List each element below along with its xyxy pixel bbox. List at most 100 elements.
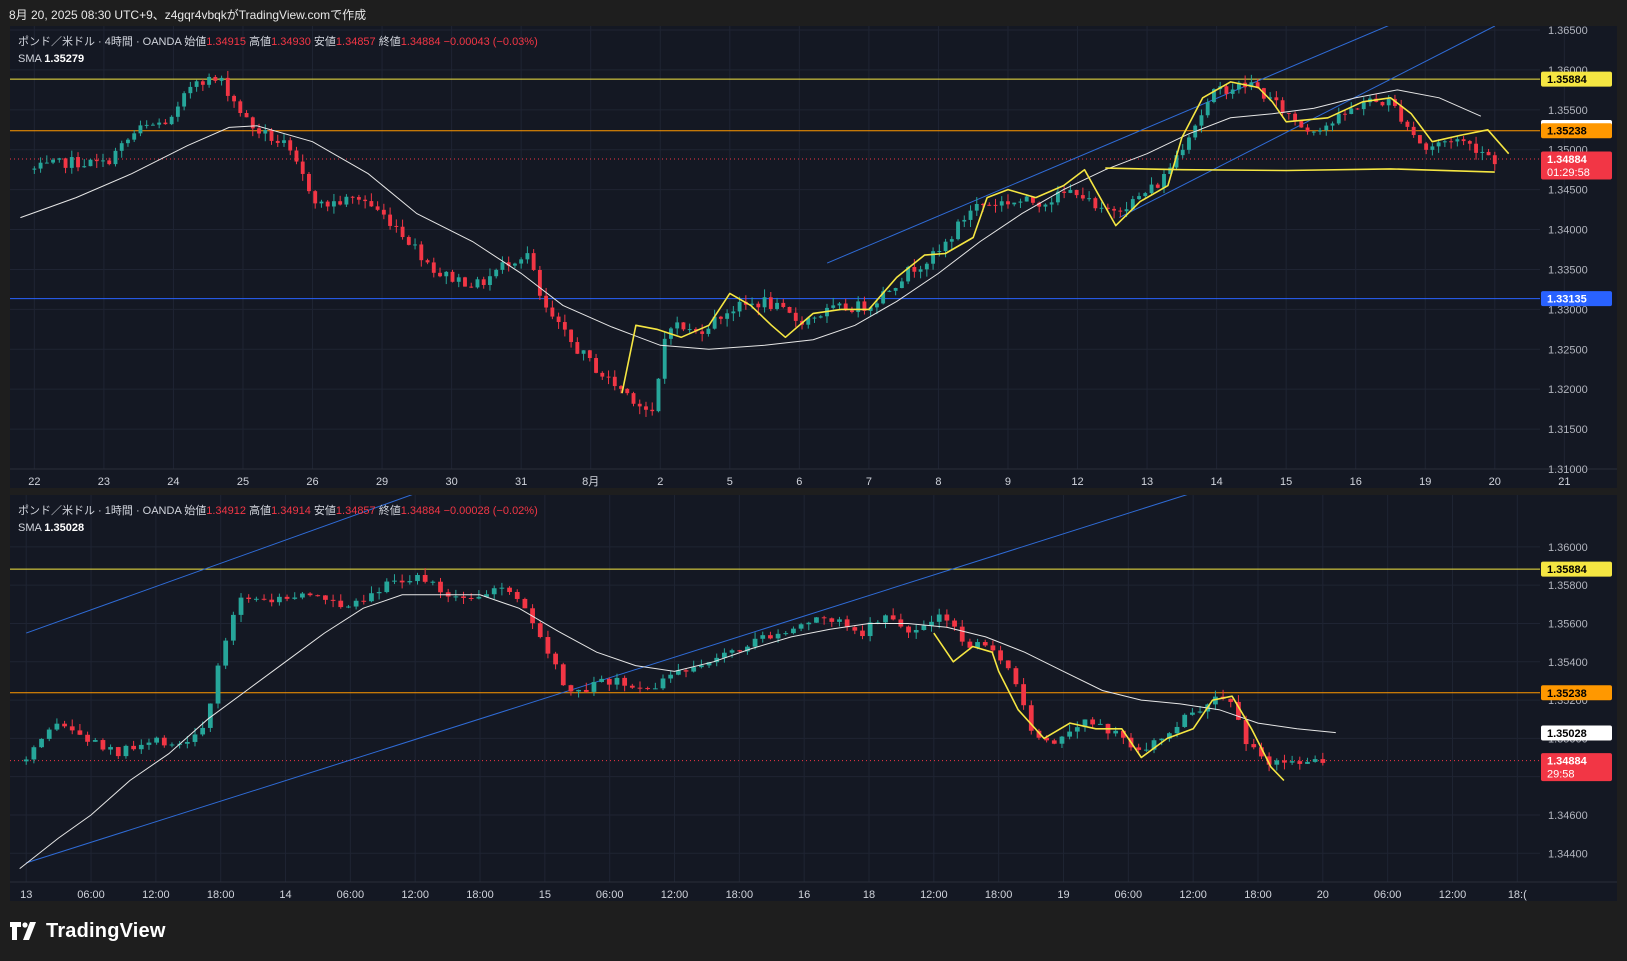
candle-body[interactable] bbox=[812, 317, 817, 319]
candle-body[interactable] bbox=[600, 372, 605, 377]
candle-body[interactable] bbox=[275, 140, 280, 143]
candle-body[interactable] bbox=[850, 310, 854, 313]
candle-body[interactable] bbox=[85, 734, 90, 742]
candle-body[interactable] bbox=[1151, 740, 1157, 750]
candle-body[interactable] bbox=[675, 670, 681, 675]
candle-body[interactable] bbox=[637, 687, 643, 689]
candle-body[interactable] bbox=[406, 237, 411, 245]
candle-body[interactable] bbox=[631, 393, 636, 404]
candle-body[interactable] bbox=[1259, 747, 1264, 757]
candle-body[interactable] bbox=[1297, 761, 1303, 764]
candle-body[interactable] bbox=[1143, 193, 1148, 197]
candle-body[interactable] bbox=[1021, 684, 1026, 706]
candle-body[interactable] bbox=[62, 723, 67, 727]
candle-body[interactable] bbox=[650, 409, 655, 412]
candle-body[interactable] bbox=[929, 621, 934, 626]
candle-body[interactable] bbox=[952, 620, 957, 627]
candle-body[interactable] bbox=[450, 271, 455, 282]
candle-body[interactable] bbox=[1074, 727, 1080, 732]
candle-body[interactable] bbox=[544, 295, 549, 308]
candle-body[interactable] bbox=[361, 600, 367, 602]
candle-body[interactable] bbox=[818, 316, 823, 318]
candle-body[interactable] bbox=[1268, 97, 1273, 99]
candle-body[interactable] bbox=[1051, 740, 1057, 744]
candle-body[interactable] bbox=[422, 575, 428, 582]
candle-body[interactable] bbox=[381, 209, 386, 215]
price-label-box[interactable] bbox=[1541, 561, 1612, 577]
candle-body[interactable] bbox=[1249, 82, 1254, 88]
price-label-box[interactable] bbox=[1541, 151, 1612, 180]
candle-body[interactable] bbox=[138, 744, 144, 750]
candle-body[interactable] bbox=[1386, 98, 1391, 106]
candle-body[interactable] bbox=[1251, 744, 1257, 748]
candle-body[interactable] bbox=[1067, 731, 1073, 737]
candle-body[interactable] bbox=[560, 664, 566, 686]
candle-body[interactable] bbox=[1006, 201, 1010, 205]
sma-line[interactable] bbox=[20, 89, 1482, 350]
candle-body[interactable] bbox=[1474, 143, 1479, 153]
candle-body[interactable] bbox=[1380, 101, 1385, 106]
candle-body[interactable] bbox=[469, 286, 474, 288]
tradingview-logo[interactable]: TradingView bbox=[10, 918, 166, 944]
candle-body[interactable] bbox=[990, 645, 996, 651]
candle-body[interactable] bbox=[868, 307, 873, 311]
trend-channel-line[interactable] bbox=[1119, 26, 1496, 219]
candle-body[interactable] bbox=[687, 329, 692, 331]
candle-body[interactable] bbox=[1159, 738, 1165, 741]
candle-body[interactable] bbox=[893, 288, 898, 291]
candle-body[interactable] bbox=[1197, 711, 1203, 713]
candle-body[interactable] bbox=[662, 338, 667, 379]
candle-body[interactable] bbox=[944, 614, 950, 621]
candle-body[interactable] bbox=[1305, 127, 1310, 132]
candle-body[interactable] bbox=[163, 122, 168, 125]
candle-body[interactable] bbox=[1137, 196, 1141, 200]
candle-body[interactable] bbox=[731, 311, 736, 314]
candle-body[interactable] bbox=[887, 290, 892, 292]
candle-body[interactable] bbox=[123, 745, 129, 757]
candle-body[interactable] bbox=[92, 740, 98, 742]
candle-body[interactable] bbox=[660, 678, 666, 689]
candle-body[interactable] bbox=[219, 77, 224, 81]
candle-body[interactable] bbox=[108, 747, 113, 750]
candle-body[interactable] bbox=[38, 162, 43, 169]
candle-body[interactable] bbox=[1289, 761, 1295, 763]
candle-body[interactable] bbox=[207, 703, 213, 728]
candle-body[interactable] bbox=[453, 596, 459, 598]
candle-body[interactable] bbox=[798, 624, 804, 629]
candle-body[interactable] bbox=[392, 580, 397, 582]
candle-body[interactable] bbox=[175, 106, 180, 117]
candle-body[interactable] bbox=[51, 159, 55, 163]
candle-body[interactable] bbox=[918, 269, 923, 272]
candle-body[interactable] bbox=[388, 214, 393, 226]
candle-body[interactable] bbox=[883, 615, 888, 623]
candle-body[interactable] bbox=[200, 727, 206, 735]
candle-body[interactable] bbox=[1330, 123, 1335, 126]
candle-body[interactable] bbox=[1324, 125, 1329, 131]
candle-body[interactable] bbox=[700, 331, 705, 334]
candle-body[interactable] bbox=[419, 244, 424, 261]
candle-body[interactable] bbox=[369, 201, 374, 207]
candle-body[interactable] bbox=[100, 740, 106, 750]
candle-body[interactable] bbox=[591, 681, 597, 692]
candle-body[interactable] bbox=[1130, 199, 1135, 210]
candle-body[interactable] bbox=[691, 667, 697, 672]
candle-body[interactable] bbox=[431, 262, 436, 273]
candle-body[interactable] bbox=[188, 86, 193, 94]
candle-body[interactable] bbox=[1455, 139, 1460, 142]
candle-body[interactable] bbox=[924, 263, 929, 270]
candle-body[interactable] bbox=[1199, 115, 1204, 126]
candle-body[interactable] bbox=[1087, 198, 1092, 200]
candle-body[interactable] bbox=[745, 646, 750, 652]
candle-body[interactable] bbox=[63, 158, 68, 168]
candle-body[interactable] bbox=[1049, 202, 1054, 205]
candle-body[interactable] bbox=[294, 150, 299, 162]
candle-body[interactable] bbox=[269, 130, 274, 141]
candle-body[interactable] bbox=[1224, 86, 1229, 94]
candle-body[interactable] bbox=[576, 689, 581, 692]
candle-body[interactable] bbox=[974, 203, 979, 211]
price-axis[interactable]: 1.31000 1.31500 1.32000 1.32500 1.33000 1.335… bbox=[1548, 26, 1588, 476]
candle-body[interactable] bbox=[982, 642, 988, 646]
candle-body[interactable] bbox=[384, 581, 390, 593]
candle-body[interactable] bbox=[906, 266, 911, 282]
candle-body[interactable] bbox=[138, 125, 143, 134]
